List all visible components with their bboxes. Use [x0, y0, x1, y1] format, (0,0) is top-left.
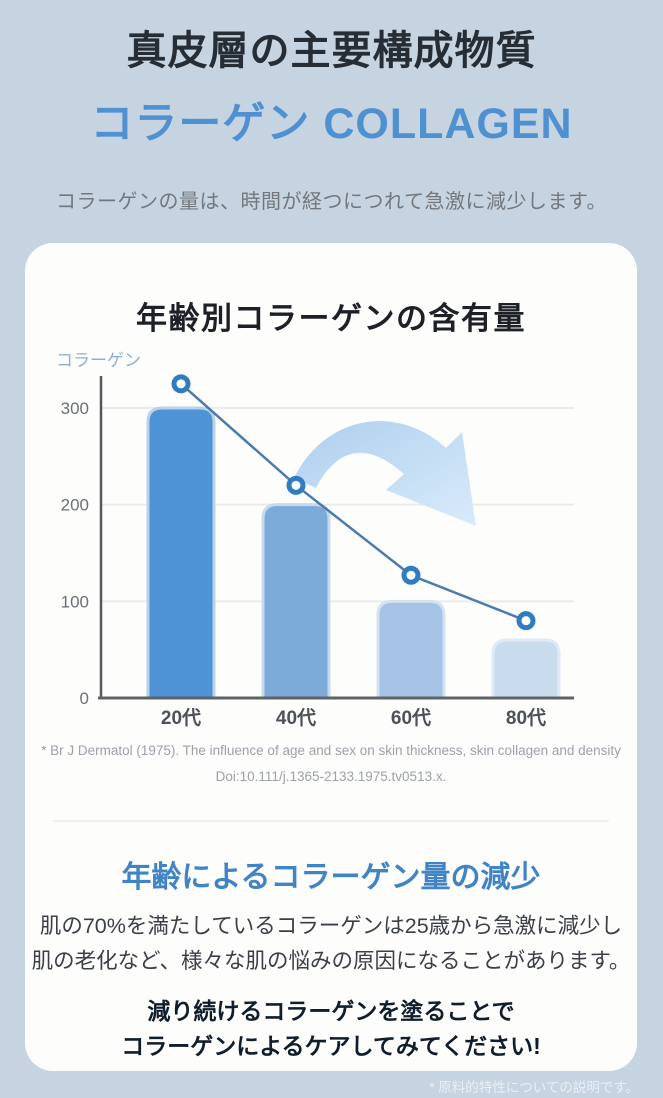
x-category-label: 80代	[506, 707, 546, 729]
x-category-label: 60代	[391, 707, 431, 729]
chart-title: 年齢別コラーゲンの含有量	[136, 301, 526, 336]
bars	[146, 406, 561, 700]
collagen-by-age-chart: コラーゲン 0 100 200 300 20代 40代 60代 80代	[56, 351, 574, 729]
bar-60代	[376, 599, 446, 700]
page-subtitle: コラーゲン COLLAGEN	[90, 100, 573, 148]
section-emphasis-line1: 減り続けるコラーゲンを塗ることで	[147, 998, 515, 1024]
footer-note: * 原料的特性についての説明です。	[429, 1080, 639, 1095]
bar-40代	[261, 503, 331, 700]
x-category-labels: 20代 40代 60代 80代	[161, 707, 546, 729]
bar-20代	[146, 406, 216, 700]
y-tick-label: 100	[61, 592, 89, 611]
x-category-label: 40代	[276, 707, 316, 729]
line-marker-60代	[401, 565, 421, 585]
footnote-citation: * Br J Dermatol (1975). The influence of…	[41, 743, 621, 758]
page-title: 真皮層の主要構成物質	[126, 29, 537, 73]
bar-80代	[491, 638, 561, 700]
section-body-line2: 肌の老化など、様々な肌の悩みの原因になることがあります。	[31, 949, 631, 973]
y-axis-label: コラーゲン	[56, 351, 141, 370]
section-emphasis: 減り続けるコラーゲンを塗ることで コラーゲンによるケアしてみてください!	[25, 994, 637, 1064]
divider	[53, 820, 609, 822]
line-marker-80代	[516, 611, 536, 631]
axes	[98, 376, 574, 700]
chart-card: 年齢別コラーゲンの含有量 コラーゲン 0 100 200 300 20代 40代 60代 8…	[25, 243, 637, 1071]
page-description: コラーゲンの量は、時間が経つにつれて急激に減少します。	[56, 191, 607, 213]
footnote-doi: Doi:10.111/j.1365-2133.1975.tv0513.x.	[215, 769, 447, 784]
section-body-line1: 肌の70%を満たしているコラーゲンは25歳から急激に減少し	[39, 914, 623, 938]
decline-arrow-icon	[294, 421, 476, 526]
section-emphasis-line2: コラーゲンによるケアしてみてください!	[121, 1033, 541, 1059]
y-tick-label: 300	[61, 399, 89, 418]
section-body: 肌の70%を満たしているコラーゲンは25歳から急激に減少し 肌の老化など、様々な…	[25, 909, 637, 979]
header: 真皮層の主要構成物質 コラーゲン COLLAGEN コラーゲンの量は、時間が経つ…	[0, 18, 663, 214]
trend-line	[171, 374, 536, 631]
section-heading: 年齢によるコラーゲン量の減少	[121, 861, 541, 894]
x-category-label: 20代	[161, 707, 201, 729]
chart-footnote: * Br J Dermatol (1975). The influence of…	[25, 738, 637, 790]
y-tick-label: 0	[80, 689, 89, 708]
y-tick-label: 200	[61, 496, 89, 515]
line-marker-40代	[286, 475, 306, 495]
line-marker-20代	[171, 374, 191, 394]
